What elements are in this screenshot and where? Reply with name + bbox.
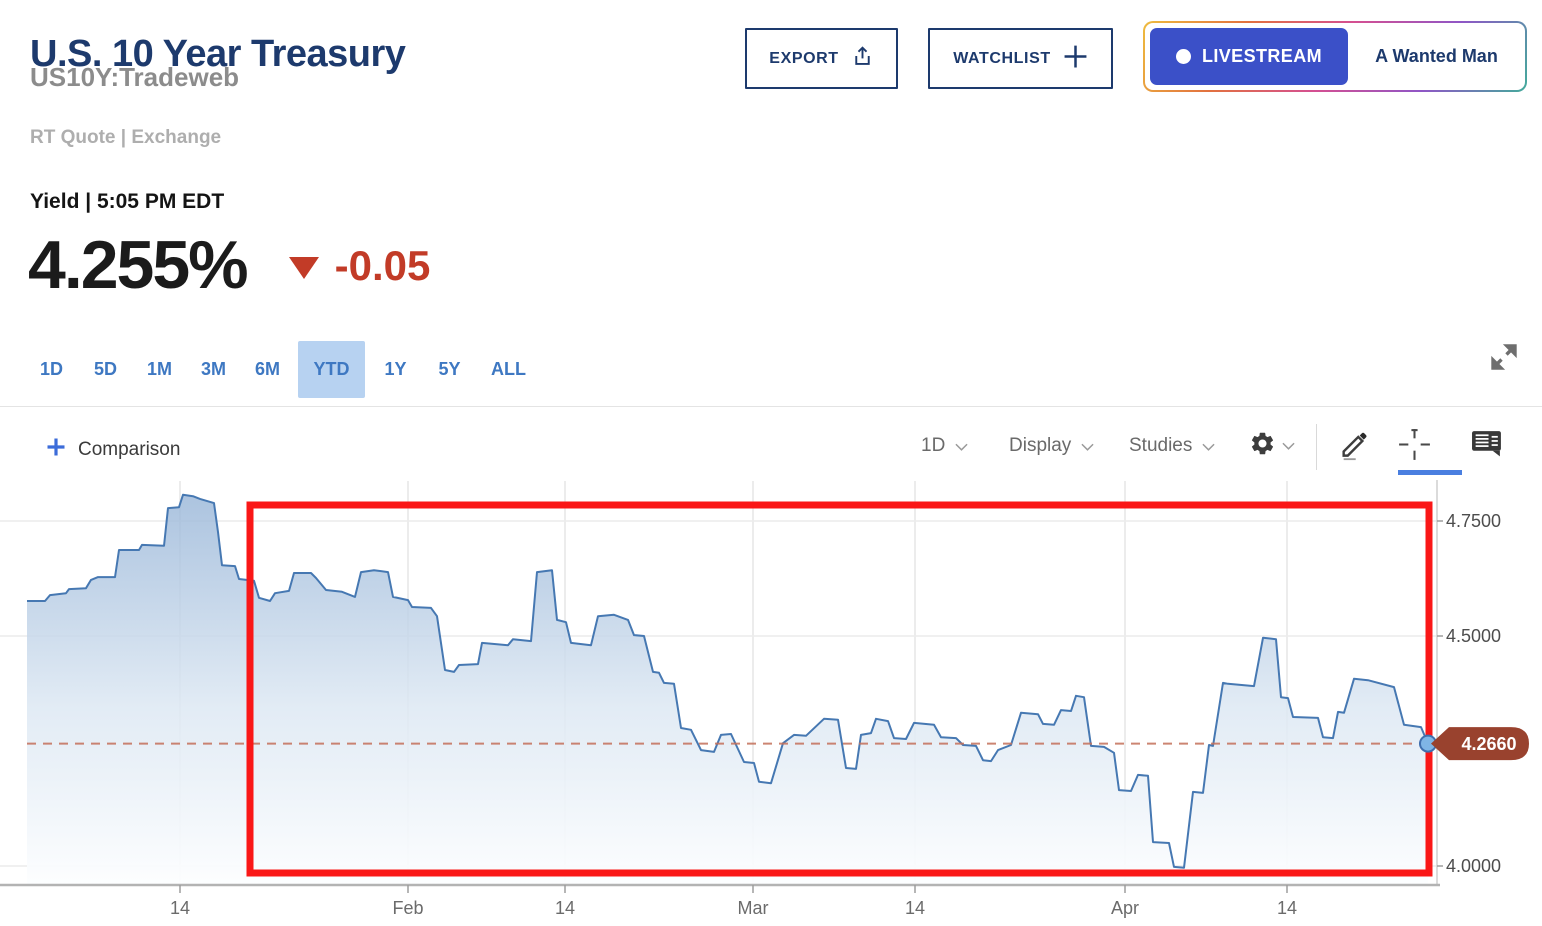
active-tool-underline	[1398, 470, 1462, 475]
svg-text:14: 14	[170, 898, 190, 918]
export-icon	[851, 45, 874, 73]
price-value: 4.255%	[28, 227, 249, 303]
livestream-show-title: A Wanted Man	[1375, 46, 1498, 66]
studies-dropdown[interactable]: Studies	[1123, 434, 1221, 458]
tabs-divider	[0, 406, 1542, 407]
livestream-label: LIVESTREAM	[1201, 46, 1322, 66]
chevron-down-icon	[955, 435, 968, 457]
svg-text:4.5000: 4.5000	[1446, 626, 1501, 646]
chart-settings-button[interactable]	[1249, 430, 1295, 460]
svg-text:4.7500: 4.7500	[1446, 511, 1501, 531]
chevron-down-icon	[1282, 438, 1295, 453]
display-dropdown[interactable]: Display	[1003, 434, 1100, 458]
comments-button[interactable]	[1471, 429, 1504, 460]
live-dot-icon	[1175, 49, 1191, 64]
expand-icon	[1487, 344, 1521, 377]
export-label: EXPORT	[769, 49, 839, 67]
yield-timestamp: Yield | 5:05 PM EDT	[30, 190, 225, 213]
livestream-card: LIVESTREAM A Wanted Man	[1143, 21, 1527, 92]
draw-tool-button[interactable]	[1338, 428, 1372, 465]
expand-chart-button[interactable]	[1486, 340, 1522, 376]
quote-meta: RT Quote | Exchange	[30, 127, 222, 148]
chevron-down-icon	[1202, 435, 1215, 457]
plus-icon	[1063, 44, 1088, 74]
interval-dropdown[interactable]: 1D	[915, 434, 974, 458]
pencil-icon	[1338, 432, 1372, 465]
comparison-plus-icon	[46, 437, 66, 463]
price-change: -0.05	[334, 242, 431, 289]
interval-value: 1D	[921, 435, 946, 456]
chat-icon	[1471, 431, 1504, 460]
svg-text:4.0000: 4.0000	[1446, 856, 1501, 876]
page-title: U.S. 10 Year Treasury	[30, 33, 406, 76]
watchlist-button[interactable]: WATCHLIST	[928, 28, 1113, 89]
range-tabs: 1D 5D 1M 3M 6M YTD 1Y 5Y ALL	[28, 341, 537, 398]
change-down-icon	[288, 257, 319, 279]
gear-icon	[1249, 430, 1276, 460]
svg-text:Mar: Mar	[738, 898, 769, 918]
chevron-down-icon	[1081, 435, 1094, 457]
crosshair-tool-button[interactable]	[1396, 426, 1433, 466]
range-tab-5y[interactable]: 5Y	[426, 341, 473, 398]
svg-text:Feb: Feb	[392, 898, 423, 918]
range-tab-3m[interactable]: 3M	[190, 341, 237, 398]
price-row: 4.255% -0.05	[28, 226, 430, 304]
svg-text:14: 14	[1277, 898, 1297, 918]
yield-chart[interactable]: 14 Feb 14 Mar 14 Apr 14 4.7500 4.5000 4.0000 4.266…	[0, 480, 1542, 926]
crosshair-icon	[1396, 429, 1433, 466]
range-tab-5d[interactable]: 5D	[82, 341, 129, 398]
range-tab-ytd[interactable]: YTD	[298, 341, 365, 398]
instrument-symbol: US10Y:Tradeweb	[30, 62, 240, 92]
range-tab-1y[interactable]: 1Y	[372, 341, 419, 398]
add-comparison-button[interactable]: Comparison	[40, 436, 186, 464]
svg-text:4.2660: 4.2660	[1461, 734, 1516, 754]
range-tab-all[interactable]: ALL	[480, 341, 537, 398]
studies-label: Studies	[1129, 435, 1193, 456]
livestream-button[interactable]: LIVESTREAM	[1150, 28, 1348, 85]
range-tab-1m[interactable]: 1M	[136, 341, 183, 398]
svg-text:14: 14	[905, 898, 925, 918]
export-button[interactable]: EXPORT	[745, 28, 898, 89]
range-tab-1d[interactable]: 1D	[28, 341, 75, 398]
watchlist-label: WATCHLIST	[953, 49, 1051, 67]
range-tab-6m[interactable]: 6M	[244, 341, 291, 398]
svg-text:Apr: Apr	[1111, 898, 1139, 918]
comparison-label: Comparison	[78, 439, 181, 460]
display-label: Display	[1009, 435, 1072, 456]
toolbar-divider	[1316, 424, 1317, 470]
svg-text:14: 14	[555, 898, 575, 918]
